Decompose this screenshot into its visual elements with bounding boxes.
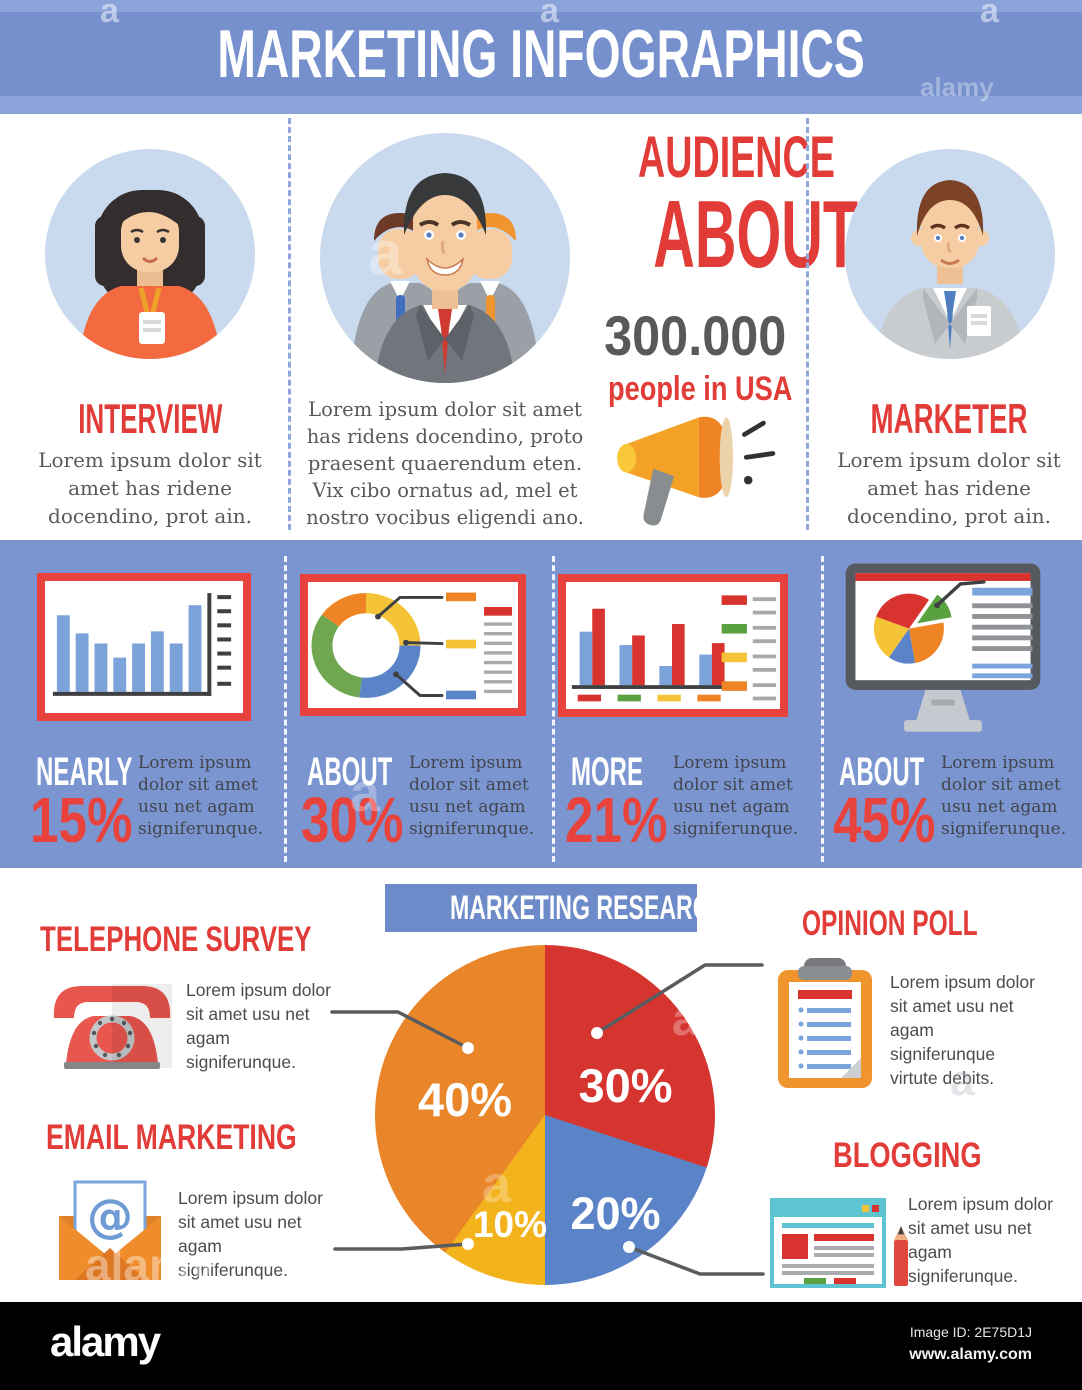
footer-url: www.alamy.com (909, 1346, 1032, 1363)
pencil-icon (894, 1226, 908, 1286)
pie-label-30: 30% (578, 1059, 673, 1112)
divider-dashed (806, 118, 809, 530)
divider-dashed (821, 556, 824, 862)
stat-text: Lorem ipsum dolor sit amet usu net agam … (409, 753, 535, 839)
research-banner-title: MARKETING RESEARCH (449, 889, 727, 927)
stat-qualifier: MORE (571, 750, 643, 794)
stat-text: Lorem ipsum dolor sit amet usu net agam … (941, 753, 1067, 839)
research-banner: MARKETING RESEARCH (385, 884, 726, 932)
interview-section: INTERVIEW (20, 398, 280, 440)
marketer-section: MARKETER (818, 398, 1080, 440)
marketer-avatar-illustration (845, 149, 1055, 359)
interview-text: Lorem ipsum dolor sit amet has ridene do… (38, 448, 262, 528)
envelope-icon: @ (59, 1180, 161, 1280)
clipboard-icon (778, 958, 872, 1088)
stat-value: 30% (301, 784, 404, 856)
team-text: Lorem ipsum dolor sit amet has ridens do… (306, 398, 584, 529)
stat-qualifier: ABOUT (839, 750, 925, 794)
image-id: Image ID: 2E75D1J (909, 1324, 1032, 1340)
email-marketing-text: Lorem ipsum dolor sit amet usu net agam … (178, 1188, 323, 1280)
marketer-text: Lorem ipsum dolor sit amet has ridene do… (837, 448, 1061, 528)
stat-value: 21% (565, 784, 668, 856)
divider-dashed (288, 118, 291, 530)
interview-avatar-illustration (45, 149, 255, 359)
opinion-poll-text: Lorem ipsum dolor sit amet usu net agam … (890, 972, 1035, 1088)
telephone-icon (53, 984, 172, 1069)
footer-bar (0, 1302, 1082, 1390)
bar-chart-icon (52, 593, 232, 696)
at-symbol: @ (87, 1189, 133, 1243)
audience-word2: ABOUT (653, 181, 859, 289)
interview-heading: INTERVIEW (77, 395, 223, 442)
marketer-heading: MARKETER (870, 395, 1028, 442)
opinion-poll-heading: OPINION POLL (802, 904, 978, 943)
stat-text: Lorem ipsum dolor sit amet usu net agam … (138, 753, 264, 839)
team-avatar-illustration (320, 133, 570, 383)
divider-dashed (552, 556, 555, 862)
pie-label-40: 40% (417, 1073, 513, 1126)
stat-card-grouped-bars (558, 574, 788, 717)
stat-value: 15% (30, 784, 133, 856)
poster-title: MARKETING INFOGRAPHICS (217, 16, 865, 92)
blogging-text: Lorem ipsum dolor sit amet usu net agam … (908, 1194, 1053, 1286)
alamy-logo: alamy (50, 1318, 161, 1365)
audience-number: 300.000 (603, 304, 787, 368)
stat-value: 45% (833, 784, 936, 856)
blogging-heading: BLOGGING (833, 1136, 982, 1175)
stat-qualifier: ABOUT (307, 750, 393, 794)
stat-qualifier: NEARLY (36, 750, 133, 794)
audience-block: AUDIENCE ABOUT 300.000 people in USA (585, 128, 858, 409)
stat-card-donut-chart (300, 574, 526, 716)
email-marketing-heading: EMAIL MARKETING (46, 1118, 297, 1157)
telephone-survey-heading: TELEPHONE SURVEY (40, 920, 312, 959)
grouped-bar-chart-icon (571, 595, 777, 702)
audience-word1: AUDIENCE (638, 125, 835, 190)
pie-label-20: 20% (570, 1188, 661, 1239)
header-banner: MARKETING INFOGRAPHICS (0, 12, 1082, 96)
megaphone-icon (617, 416, 776, 526)
donut-chart-icon (311, 592, 512, 700)
monitor-pie-chart-icon (845, 563, 1041, 732)
pie-label-10: 10% (472, 1204, 548, 1245)
stat-card-bar-chart (37, 573, 251, 721)
stat-text: Lorem ipsum dolor sit amet usu net agam … (673, 753, 799, 839)
audience-caption: people in USA (608, 370, 793, 409)
telephone-survey-text: Lorem ipsum dolor sit amet usu net agam … (186, 980, 331, 1072)
divider-dashed (284, 556, 287, 862)
blog-window-icon (770, 1198, 886, 1288)
